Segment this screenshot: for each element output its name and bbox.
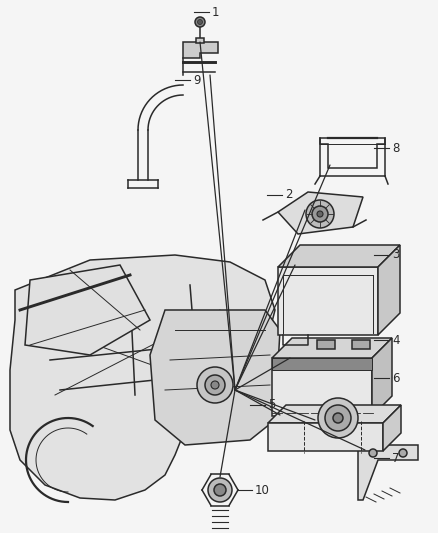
Text: 9: 9 [193,74,201,86]
Text: 3: 3 [392,248,399,262]
Circle shape [197,367,233,403]
Circle shape [198,20,202,25]
Polygon shape [317,340,335,349]
Polygon shape [272,358,372,370]
Polygon shape [183,42,218,58]
Circle shape [317,211,323,217]
Text: 2: 2 [285,189,293,201]
Circle shape [205,375,225,395]
Polygon shape [372,338,392,416]
Circle shape [333,413,343,423]
Text: 5: 5 [268,399,276,411]
Polygon shape [352,340,370,349]
Polygon shape [196,38,204,43]
Text: 8: 8 [392,141,399,155]
Circle shape [208,478,232,502]
Text: 1: 1 [212,5,219,19]
Polygon shape [268,405,401,423]
Polygon shape [278,245,400,267]
Polygon shape [272,358,372,416]
Circle shape [306,200,334,228]
Polygon shape [358,445,418,500]
Polygon shape [10,255,275,500]
Circle shape [318,398,358,438]
Circle shape [369,449,377,457]
Circle shape [211,381,219,389]
Text: 6: 6 [392,372,399,384]
Polygon shape [272,338,392,358]
Circle shape [325,405,351,431]
Text: 4: 4 [392,334,399,346]
Text: 7: 7 [392,451,399,464]
Polygon shape [378,245,400,335]
Polygon shape [383,405,401,451]
Circle shape [312,206,328,222]
Polygon shape [25,265,150,355]
Polygon shape [268,423,383,451]
Circle shape [195,17,205,27]
Polygon shape [278,192,363,234]
Text: 10: 10 [255,483,270,497]
Circle shape [214,484,226,496]
Polygon shape [278,267,378,335]
Polygon shape [150,310,280,445]
Circle shape [399,449,407,457]
